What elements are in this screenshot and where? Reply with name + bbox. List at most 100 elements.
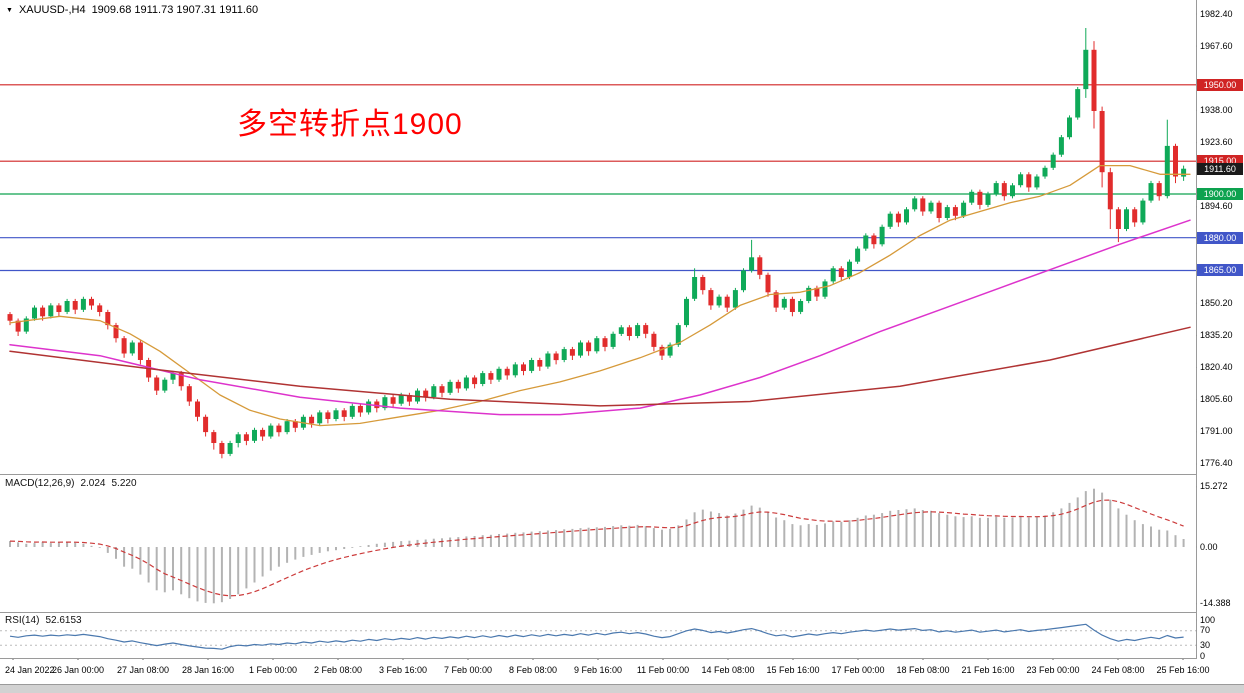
candle-body [626, 327, 632, 336]
candle-body [586, 342, 592, 352]
candle-body [871, 235, 877, 245]
chart-dropdown-icon: ▼ [6, 6, 13, 14]
candle-body [89, 298, 94, 306]
candle-body [178, 373, 184, 387]
candle-body [1001, 183, 1007, 197]
ma-slow-line [9, 326, 1191, 407]
candle-body [1132, 209, 1138, 223]
candle-body [7, 314, 13, 321]
candle-body [219, 443, 225, 454]
candle-body [961, 202, 967, 216]
candle-body [855, 248, 861, 262]
candle-body [667, 344, 673, 356]
candle-body [741, 270, 746, 291]
candle-body [684, 298, 689, 326]
time-axis-label: 25 Feb 16:00 [1156, 665, 1210, 675]
horizontal-scrollbar[interactable] [0, 684, 1244, 693]
candle-body [137, 342, 143, 360]
candle-body [1018, 174, 1024, 186]
candle-body [952, 207, 958, 216]
time-axis-label: 27 Jan 08:00 [116, 665, 170, 675]
macd-signal-value: 5.220 [111, 478, 137, 489]
candle-body [447, 381, 453, 393]
time-axis-label: 11 Feb 00:00 [636, 665, 690, 675]
candle-body [1083, 49, 1089, 90]
candle-body [578, 342, 583, 356]
ma-fast-line [9, 164, 1191, 427]
candle-body [333, 410, 339, 419]
candle-body [64, 301, 70, 312]
candle-body [610, 333, 616, 347]
macd-axis-label: 15.272 [1200, 481, 1228, 492]
candles-layer[interactable] [7, 28, 1187, 459]
time-axis-label: 24 Feb 08:00 [1091, 665, 1145, 675]
candle-body [1173, 145, 1178, 177]
candle-body [276, 425, 282, 433]
macd-indicator-label: MACD(12,26,9) 2.024 5.220 [5, 478, 137, 489]
candle-body [406, 395, 412, 402]
candle-body [105, 312, 111, 326]
candle-body [969, 191, 975, 203]
candle-body [1075, 89, 1081, 118]
candle-body [235, 434, 241, 443]
candle-body [757, 257, 763, 275]
candle-body [1058, 137, 1064, 155]
price-axis-label: 1982.40 [1200, 8, 1233, 19]
candle-body [227, 443, 233, 454]
candle-body [1107, 172, 1113, 210]
candle-body [1042, 167, 1048, 177]
candle-body [798, 301, 804, 312]
candle-body [260, 429, 266, 437]
price-badge-1880.00: 1880.00 [1197, 231, 1243, 244]
macd-name: MACD(12,26,9) [5, 478, 75, 489]
price-axis-label: 1835.20 [1200, 329, 1233, 340]
time-axis-label: 15 Feb 16:00 [766, 665, 820, 675]
macd-layer [9, 488, 1185, 604]
rsi-line [9, 623, 1184, 650]
price-axis-label: 1791.00 [1200, 426, 1233, 437]
macd-axis-label: 0.00 [1200, 541, 1218, 552]
price-axis[interactable]: 1982.40 1967.60 1938.00 1923.60 1894.60 1850.… [1197, 0, 1244, 661]
candle-body [708, 290, 714, 306]
candle-body [887, 213, 893, 227]
price-badge-1865.00: 1865.00 [1197, 264, 1243, 277]
hline-layer [0, 84, 1196, 272]
candle-body [863, 235, 869, 249]
rsi-axis-label: 0 [1200, 650, 1206, 661]
price-badge-1900.00: 1900.00 [1197, 188, 1243, 200]
candle-body [170, 373, 176, 380]
rsi-value: 52.6153 [45, 615, 82, 626]
candle-body [1067, 117, 1072, 138]
candle-body [56, 305, 62, 312]
time-axis-label: 26 Jan 00:00 [51, 665, 105, 675]
price-axis-label: 1776.40 [1200, 458, 1233, 469]
candle-body [341, 410, 347, 417]
candle-body [1181, 168, 1187, 177]
candle-body [349, 405, 355, 417]
candle-body [944, 207, 950, 218]
candle-body [211, 432, 217, 443]
ma-mid-line [9, 219, 1191, 416]
macd-axis-label: -14.388 [1200, 598, 1231, 609]
candle-body [700, 277, 706, 291]
candle-body [1148, 183, 1154, 201]
candle-body [439, 386, 445, 393]
time-axis-label: 14 Feb 08:00 [701, 665, 755, 675]
candle-body [675, 325, 681, 345]
time-axis[interactable]: 24 Jan 2022 26 Jan 00:00 27 Jan 08:00 28 Ja… [0, 660, 1244, 684]
candle-body [252, 429, 257, 441]
candle-body [602, 338, 608, 347]
candle-body [643, 325, 649, 334]
candle-body [512, 364, 518, 376]
candle-body [993, 183, 999, 194]
time-axis-label: 17 Feb 00:00 [831, 665, 885, 675]
candle-body [463, 377, 469, 389]
candle-body [72, 301, 78, 310]
time-axis-label: 1 Feb 00:00 [248, 665, 298, 675]
candle-body [325, 412, 331, 419]
rsi-axis-label: 30 [1200, 639, 1211, 650]
candle-body [928, 202, 934, 212]
candle-body [357, 405, 363, 413]
